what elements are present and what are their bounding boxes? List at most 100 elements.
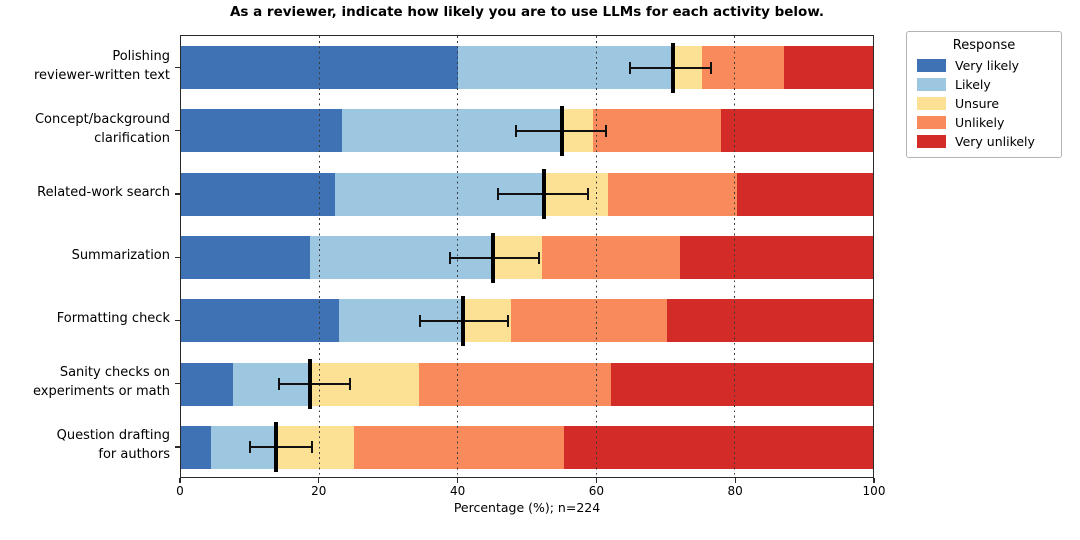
bar-segment-unlikely — [607, 172, 737, 216]
category-label: Question drafting for authors — [56, 428, 170, 463]
legend-swatch-icon — [917, 97, 946, 110]
x-tick-label: 80 — [727, 484, 743, 498]
mean-marker — [541, 169, 546, 220]
gridline-80 — [733, 36, 736, 477]
legend-swatch-icon — [917, 78, 946, 91]
error-bar-cap — [278, 378, 281, 391]
x-tick-label: 60 — [588, 484, 605, 498]
bar-segment-very-unlikely — [679, 236, 873, 279]
legend-entry: Likely — [917, 77, 1051, 92]
legend-label: Likely — [955, 77, 991, 92]
y-tick-mark — [175, 193, 180, 195]
x-axis-label: Percentage (%); n=224 — [453, 500, 601, 515]
category-label: Sanity checks on experiments or math — [33, 365, 170, 400]
category-label: Polishing reviewer-written text — [33, 48, 170, 83]
error-bar-cap — [507, 314, 510, 327]
mean-marker — [671, 42, 675, 93]
bar-row — [181, 109, 873, 153]
legend-label: Unlikely — [955, 115, 1005, 130]
error-bar-cap — [449, 251, 452, 264]
legend-swatch-icon — [917, 59, 946, 72]
error-bar-line — [279, 383, 350, 386]
gridline-20 — [318, 36, 321, 477]
plot-area — [180, 35, 874, 478]
legend: Response Very likely Likely Unsure Unlikely… — [906, 31, 1062, 158]
x-tick-label: 0 — [176, 484, 184, 498]
mean-marker — [461, 295, 466, 346]
bar-segment-very-likely — [181, 362, 233, 406]
category-label: Concept/background clarification — [34, 111, 170, 146]
x-tick-mark — [734, 478, 736, 483]
error-bar-cap — [629, 61, 632, 74]
legend-swatch-icon — [917, 116, 946, 129]
bar-segment-unlikely — [542, 236, 680, 279]
error-bar-cap — [311, 441, 314, 454]
bar-row — [181, 299, 873, 343]
bar-segment-very-likely — [181, 425, 212, 469]
x-tick-mark — [595, 478, 598, 483]
bar-row — [181, 46, 873, 90]
mean-marker — [274, 422, 279, 473]
legend-entry: Unlikely — [917, 115, 1051, 130]
bar-segment-very-unlikely — [784, 46, 873, 90]
bar-row — [181, 425, 873, 469]
x-tick-mark — [873, 478, 875, 483]
legend-swatch-icon — [917, 135, 946, 148]
error-bar-cap — [586, 188, 589, 201]
error-bar-cap — [710, 61, 713, 74]
gridline-60 — [595, 36, 597, 477]
error-bar-cap — [514, 124, 517, 137]
y-tick-mark — [175, 129, 180, 132]
bar-segment-unlikely — [419, 362, 612, 406]
x-tick-label: 100 — [862, 484, 886, 498]
legend-entry: Unsure — [917, 96, 1051, 111]
error-bar-cap — [538, 251, 541, 264]
mean-marker — [560, 105, 565, 156]
error-bar-cap — [348, 378, 351, 391]
bar-segment-very-unlikely — [611, 362, 873, 406]
y-tick-mark — [175, 319, 180, 322]
mean-marker — [491, 232, 496, 283]
bar-row — [181, 362, 873, 406]
category-label: Related-work search — [37, 184, 170, 200]
x-tick-label: 20 — [311, 484, 327, 498]
legend-title: Response — [952, 38, 1016, 53]
bar-segment-unlikely — [354, 425, 565, 469]
error-bar-cap — [604, 124, 607, 137]
error-bar-cap — [248, 441, 251, 454]
bar-segment-unlikely — [702, 46, 785, 90]
x-tick-mark — [318, 478, 320, 483]
bar-segment-very-likely — [181, 299, 339, 343]
category-label: Formatting check — [56, 311, 170, 327]
legend-label: Unsure — [955, 96, 1000, 111]
y-tick-mark — [175, 446, 180, 448]
category-label: Summarization — [71, 248, 170, 263]
legend-label: Very unlikely — [955, 134, 1035, 149]
x-tick-mark — [179, 478, 181, 483]
bar-segment-very-likely — [181, 172, 336, 216]
bar-segment-unlikely — [511, 299, 667, 343]
legend-entry: Very likely — [917, 58, 1051, 73]
bar-segment-very-unlikely — [736, 172, 873, 216]
y-tick-mark — [175, 383, 180, 385]
chart-title: As a reviewer, indicate how likely you a… — [229, 4, 825, 20]
x-tick-label: 40 — [449, 484, 466, 498]
error-bar-line — [630, 66, 712, 69]
bar-segment-very-unlikely — [666, 299, 873, 343]
legend-label: Very likely — [955, 58, 1020, 73]
bar-segment-very-unlikely — [564, 425, 873, 469]
error-bar-line — [249, 446, 313, 449]
error-bar-cap — [496, 188, 499, 201]
mean-marker — [308, 359, 313, 410]
bar-segment-very-unlikely — [720, 109, 873, 153]
x-tick-mark — [456, 478, 459, 483]
y-tick-mark — [175, 256, 180, 258]
y-tick-mark — [175, 66, 180, 69]
bar-segment-very-likely — [181, 236, 310, 279]
bar-segment-unlikely — [592, 109, 721, 153]
bar-row — [181, 236, 873, 279]
legend-entry: Very unlikely — [917, 134, 1051, 149]
bar-segment-very-likely — [181, 109, 342, 153]
error-bar-cap — [418, 314, 421, 327]
